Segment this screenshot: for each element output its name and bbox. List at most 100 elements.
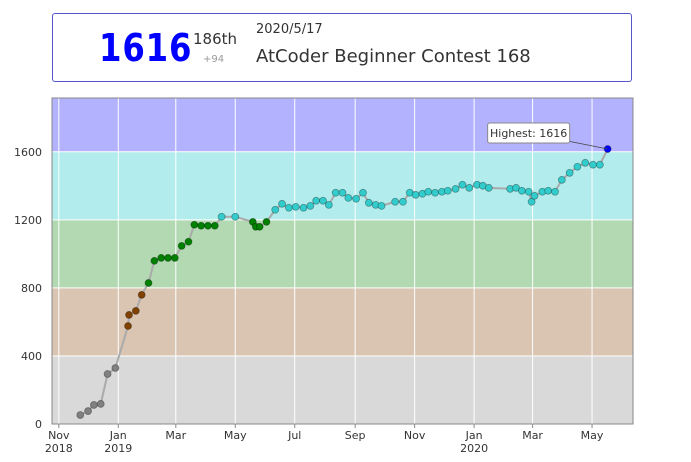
rating-band xyxy=(52,151,633,220)
rating-point xyxy=(306,201,315,210)
contest-date: 2020/5/17 xyxy=(256,22,323,37)
rank: 186th xyxy=(193,30,238,48)
x-tick-label: May xyxy=(581,429,604,442)
rating-point xyxy=(443,186,452,195)
rating-point xyxy=(411,190,420,199)
rating-diff: +94 xyxy=(203,54,225,65)
x-tick-label: Mar xyxy=(165,429,186,442)
rating-point xyxy=(484,183,493,192)
rating-point xyxy=(359,188,367,197)
y-tick-label: 1200 xyxy=(14,214,42,227)
rating-point xyxy=(170,254,179,262)
x-tick-label: Nov xyxy=(48,429,70,442)
rating-point xyxy=(544,186,553,195)
rating-point xyxy=(551,187,559,196)
y-tick-label: 0 xyxy=(35,418,42,431)
rating-point xyxy=(589,160,597,169)
rating-point xyxy=(177,241,186,250)
rating-point xyxy=(312,196,321,205)
rating-point xyxy=(451,184,460,193)
rating-point xyxy=(217,212,226,221)
x-tick-label: Mar xyxy=(522,429,543,442)
rating-point xyxy=(581,158,590,167)
plot-frame xyxy=(51,97,634,425)
rating-point xyxy=(324,200,333,209)
annotation-leader xyxy=(567,140,608,150)
y-tick-label: 800 xyxy=(21,282,42,295)
x-tick-label: Jan xyxy=(109,429,127,442)
rating-point xyxy=(150,256,159,265)
contest-name: AtCoder Beginner Contest 168 xyxy=(256,46,531,67)
marks: Highest: 1616 xyxy=(76,122,612,419)
rating-point xyxy=(331,188,340,197)
rating-point xyxy=(458,180,467,189)
rating-point xyxy=(352,194,361,203)
rating-point xyxy=(299,203,308,212)
annotation: Highest: 1616 xyxy=(490,127,567,140)
rating-point xyxy=(364,198,373,207)
annotation-box xyxy=(487,122,571,144)
rating-point xyxy=(284,203,293,212)
rating-point xyxy=(595,160,604,169)
rating-point xyxy=(271,205,280,214)
rating-point xyxy=(90,401,98,409)
rating-point xyxy=(431,188,440,197)
rating-point xyxy=(164,254,172,262)
x-tick-label: Jul xyxy=(287,429,301,442)
rating-point xyxy=(204,221,212,230)
rating-point xyxy=(231,212,240,221)
rating-point xyxy=(96,400,105,408)
rating-point xyxy=(527,197,536,206)
x-tick-year: 2018 xyxy=(45,442,73,455)
rating-point xyxy=(125,311,133,319)
x-tick-label: Nov xyxy=(404,429,426,442)
rating-point xyxy=(144,279,153,287)
rating-point xyxy=(76,411,85,419)
x-tick-label: Sep xyxy=(345,429,366,442)
rating-point xyxy=(278,199,286,208)
rating-point xyxy=(512,183,520,192)
y-tick-label: 400 xyxy=(21,350,42,363)
rating-point xyxy=(344,193,353,202)
rating-point xyxy=(103,370,112,378)
rating-point xyxy=(84,407,92,415)
rating-point xyxy=(557,175,566,184)
rating-point xyxy=(210,221,219,230)
rating-point xyxy=(565,168,574,177)
rating-point xyxy=(524,187,533,196)
rating-point xyxy=(291,202,300,211)
contest-header: 1616 186th +94 2020/5/17 AtCoder Beginne… xyxy=(52,13,632,82)
rating-point xyxy=(391,197,400,206)
rating-point xyxy=(338,188,347,197)
rating: 1616 xyxy=(99,26,193,70)
rating-point xyxy=(255,222,264,231)
rating-point xyxy=(377,201,386,210)
rating-point xyxy=(131,306,140,315)
rating-point xyxy=(111,364,120,372)
rating-point xyxy=(190,220,199,229)
rating-point xyxy=(262,217,271,226)
rating-point xyxy=(184,237,193,246)
y-tick-label: 1600 xyxy=(14,146,42,159)
rating-band xyxy=(52,287,633,356)
rating-point xyxy=(530,191,539,200)
rating-point xyxy=(137,290,146,299)
rating-point xyxy=(157,254,166,262)
x-tick-year: 2020 xyxy=(460,442,488,455)
rating-point xyxy=(573,162,582,171)
rating-point xyxy=(399,197,407,206)
rating-point xyxy=(124,322,132,330)
rating-band xyxy=(52,219,633,288)
rating-point xyxy=(424,187,433,196)
x-tick-year: 2019 xyxy=(104,442,132,455)
rating-point xyxy=(517,186,526,195)
rating-point xyxy=(197,221,206,230)
x-tick-label: Jan xyxy=(465,429,483,442)
x-tick-label: May xyxy=(224,429,247,442)
rating-band xyxy=(52,355,633,424)
rating-point xyxy=(319,196,327,205)
rating-point xyxy=(465,183,474,192)
